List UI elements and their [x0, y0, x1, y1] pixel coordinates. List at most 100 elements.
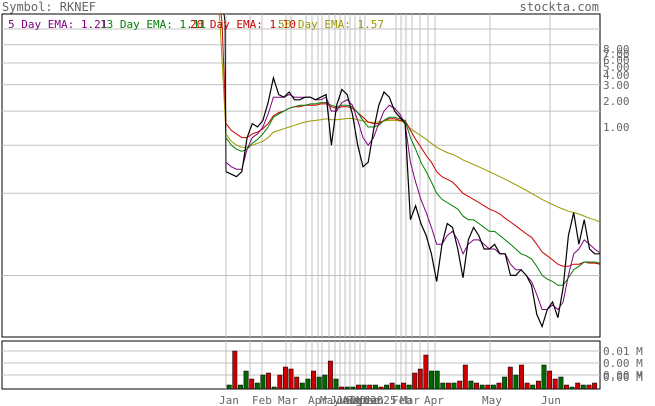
volume-bar [434, 370, 440, 390]
symbol-label: Symbol: RKNEF [2, 0, 96, 14]
site-name: stockta.com [520, 0, 599, 14]
x-tick-label: Jul [336, 394, 356, 406]
price-panel [1, 13, 601, 338]
volume-axis-ticks: 0.01 M 0.00 M 0.00 M 0.00 M [603, 345, 643, 384]
price-spike-20ema [220, 13, 227, 124]
volume-panel [1, 340, 601, 390]
price-lines [218, 13, 601, 329]
volume-bar [440, 382, 446, 390]
volume-bar [513, 374, 519, 390]
x-tick-label: May [320, 394, 340, 406]
price-spike-price [223, 13, 227, 172]
volume-bar [580, 384, 586, 390]
volume-bar [575, 382, 581, 390]
price-tick-4: 4.00 [603, 69, 630, 82]
volume-tick-2: 0.00 M [603, 369, 643, 382]
volume-bar [451, 382, 457, 390]
volume-tick-3: 0.00 M [603, 371, 643, 384]
volume-bar [496, 382, 502, 390]
volume-bar [311, 370, 316, 390]
volume-bar [367, 384, 373, 390]
volume-tick-1: 0.00 M [603, 357, 643, 370]
x-tick-label: Feb [392, 394, 412, 406]
volume-bar [485, 384, 491, 390]
series-line-5-day-ema [225, 94, 601, 311]
x-tick-label: Apr [308, 394, 328, 406]
volume-bar [530, 384, 536, 390]
x-tick-label: Jan [364, 394, 384, 406]
volume-bar [322, 374, 328, 390]
volume-bar [502, 376, 508, 390]
volume-bar [271, 386, 277, 390]
volume-bar [282, 366, 288, 390]
volume-bar [243, 370, 249, 390]
volume-bar [479, 384, 485, 390]
series-line-price [225, 75, 600, 329]
volume-bar [462, 364, 468, 390]
ema-13-label: 13 Day EMA: 1.11 [100, 18, 206, 31]
volume-bar [294, 376, 300, 390]
volume-bar [316, 376, 322, 390]
volume-bar [401, 382, 406, 390]
ema-50-label: 50 Day EMA: 1.57 [278, 18, 384, 31]
volume-bar [350, 386, 356, 390]
x-axis-ticks: Jan Feb Mar AprMayJunJulAugSepOctNovDecJan2… [219, 394, 561, 406]
price-tick-6: 6.00 [603, 54, 630, 67]
volume-bar [564, 384, 569, 390]
volume-bar [569, 386, 575, 390]
volume-bar [378, 386, 384, 390]
volume-bar [277, 374, 283, 390]
price-tick-5: 5.00 [603, 61, 630, 74]
price-spike-50ema [218, 13, 227, 134]
price-tick-3: 3.00 [603, 79, 630, 92]
x-tick-label: May [482, 394, 502, 406]
volume-bar [288, 368, 294, 390]
volume-bar [519, 364, 524, 390]
volume-bar [412, 372, 418, 390]
volume-bar [474, 382, 479, 390]
volume-bar [547, 370, 553, 390]
x-tick-label: Aug [342, 394, 362, 406]
ema-5-label: 5 Day EMA: 1.21 [8, 18, 107, 31]
volume-bar [339, 386, 345, 390]
x-tick-label: Mar [400, 394, 420, 406]
x-tick-label: 2025 [370, 394, 397, 406]
volume-bar [558, 376, 564, 390]
x-tick-label: Nov [356, 394, 376, 406]
price-tick-7: 7.00 [603, 48, 630, 61]
volume-bar [384, 384, 390, 390]
x-tick-label: Jun [541, 394, 561, 406]
x-tick-label: Jun [330, 394, 350, 406]
volume-bar [232, 350, 238, 390]
volume-bar [524, 382, 530, 390]
volume-bar [305, 378, 311, 390]
volume-bars [226, 350, 598, 390]
volume-bar [395, 384, 401, 390]
volume-bar [260, 374, 266, 390]
ema-20-label: 20 Day EMA: 1.10 [190, 18, 296, 31]
volume-bar [417, 368, 423, 390]
volume-bar [406, 384, 412, 390]
volume-bar [541, 364, 547, 390]
volume-bar [457, 380, 463, 390]
volume-bar [249, 378, 255, 390]
price-tick-8: 8.00 [603, 43, 630, 56]
volume-bar [266, 372, 271, 390]
volume-bar [226, 384, 232, 390]
volume-bar [327, 360, 333, 390]
price-grid [2, 14, 600, 337]
volume-bar [299, 382, 305, 390]
volume-bar [254, 382, 260, 390]
volume-bar [535, 380, 541, 390]
price-axis-ticks: 8.00 7.00 6.00 5.00 4.00 3.00 2.00 1.00 [603, 43, 630, 134]
volume-bar [361, 384, 367, 390]
volume-bar [423, 354, 429, 390]
series-line-13-day-ema [225, 102, 601, 286]
volume-bar [490, 384, 496, 390]
series-line-50-day-ema [225, 118, 601, 223]
volume-bar [507, 366, 513, 390]
volume-bar [592, 382, 598, 390]
price-tick-1: 1.00 [603, 121, 630, 134]
x-tick-label: Sep [346, 394, 366, 406]
